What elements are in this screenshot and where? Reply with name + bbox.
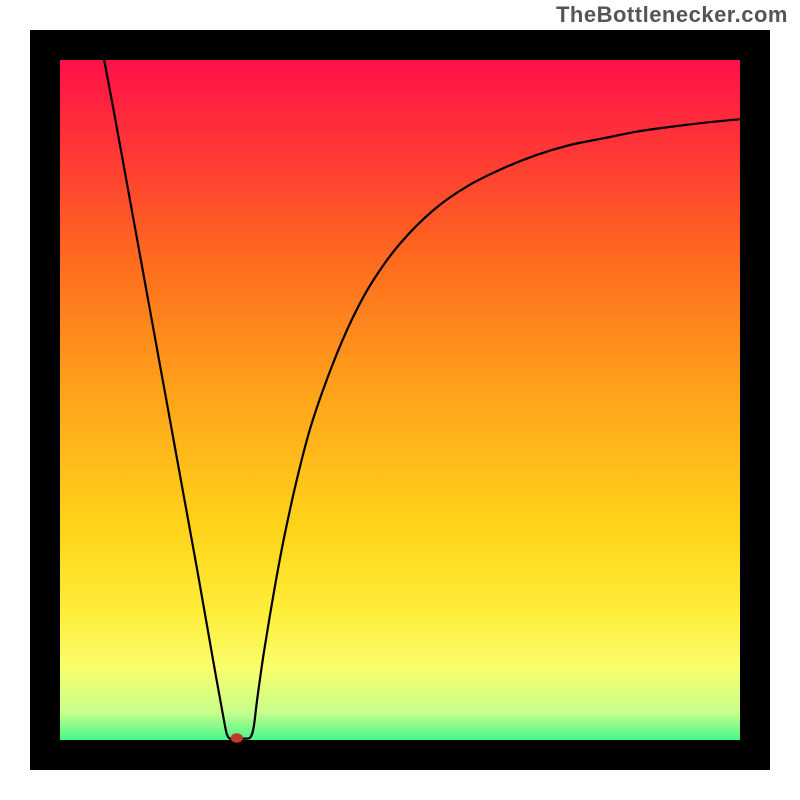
bottleneck-chart xyxy=(0,0,800,800)
chart-container: TheBottlenecker.com xyxy=(0,0,800,800)
watermark-text: TheBottlenecker.com xyxy=(556,2,788,28)
optimal-marker xyxy=(231,733,243,743)
plot-background xyxy=(45,45,755,755)
